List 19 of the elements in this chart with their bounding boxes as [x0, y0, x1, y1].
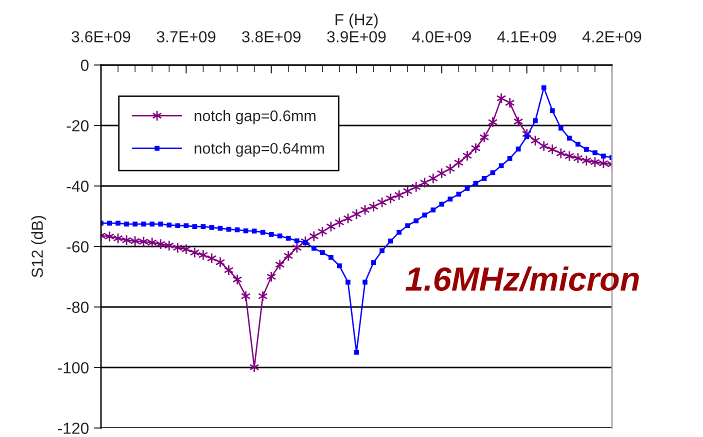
annotation: 1.6MHz/micron	[406, 266, 639, 292]
y-tick-label: -20	[66, 120, 89, 132]
y-tick-label: -80	[66, 302, 89, 313]
x-tick-label: 4.0E+09	[412, 31, 471, 42]
x-tick-label: 3.9E+09	[327, 31, 386, 42]
x-tick-label: 3.7E+09	[156, 31, 216, 42]
x-tick-label: 4.1E+09	[497, 31, 556, 42]
x-tick-label: 3.8E+09	[242, 31, 301, 42]
y-axis-title: S12 (dB)	[31, 216, 46, 278]
legend-label: notch gap=0.64mm	[194, 142, 324, 157]
y-tick-label: -60	[66, 241, 89, 252]
y-tick-label: -120	[58, 422, 89, 434]
x-tick-label: 3.6E+09	[72, 31, 130, 42]
y-tick-label: 0	[80, 60, 89, 71]
y-tick-label: -40	[66, 180, 89, 192]
x-tick-label: 4.2E+09	[582, 31, 642, 42]
legend-label: notch gap=0.6mm	[194, 110, 316, 124]
y-tick-label: -100	[58, 362, 89, 374]
x-axis-title: F (Hz)	[336, 14, 378, 28]
